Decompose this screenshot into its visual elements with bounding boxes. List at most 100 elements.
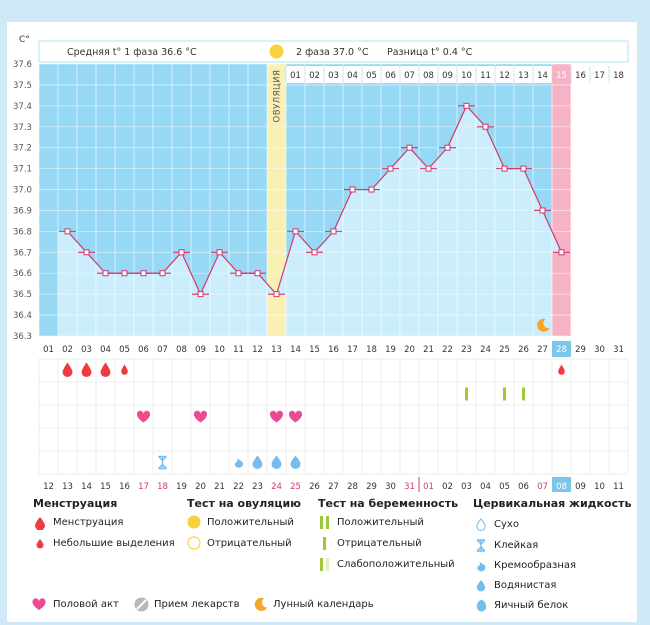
date-label: 09 — [575, 482, 586, 492]
date-label: 05 — [499, 482, 510, 492]
pregnancy-test-marker — [503, 387, 506, 401]
temperature-point — [311, 249, 318, 256]
cycle-day-label: 23 — [461, 345, 472, 355]
temperature-point — [197, 291, 204, 298]
ovulation-negative-icon — [187, 536, 201, 550]
temperature-area — [58, 105, 571, 336]
date-label: 29 — [366, 482, 377, 492]
cycle-day-label: 11 — [233, 345, 244, 355]
date-label: 02 — [442, 482, 453, 492]
date-label: 31 — [404, 482, 415, 492]
cycle-day-label: 18 — [366, 345, 377, 355]
cycle-day-label: 13 — [271, 345, 282, 355]
cycle-day-label: 01 — [43, 345, 54, 355]
cycle-day-label: 31 — [613, 345, 624, 355]
date-label: 22 — [233, 482, 244, 492]
temperature-point — [140, 270, 147, 277]
dpo-highlight-cell — [552, 66, 571, 83]
date-label: 07 — [537, 482, 548, 492]
y-tick-label: 37.0 — [13, 186, 32, 196]
menstruation-drop-icon — [35, 517, 45, 530]
temperature-point — [235, 270, 242, 277]
date-label: 17 — [138, 482, 149, 492]
medication-pill-icon — [134, 597, 149, 612]
legend-pregnancy-positive: Положительный — [337, 517, 424, 528]
y-tick-label: 36.5 — [13, 290, 32, 300]
chart-grid — [38, 63, 629, 337]
dpo-label: 03 — [328, 71, 339, 81]
legend-ovulation-negative: Отрицательный — [207, 538, 292, 549]
cycle-day-label: 05 — [119, 345, 130, 355]
cycle-day-label: 26 — [518, 345, 529, 355]
cervical-eggwhite-icon — [476, 600, 487, 612]
menstruation-marker — [62, 362, 73, 377]
date-label: 01 — [423, 482, 434, 492]
legend-cervical-dry: Сухо — [494, 519, 519, 530]
temperature-point — [501, 165, 508, 172]
cycle-day-label: 02 — [62, 345, 73, 355]
cycle-day-label: 28 — [556, 345, 567, 355]
legend-spotting-item: Небольшие выделения — [53, 538, 175, 549]
temperature-point — [273, 291, 280, 298]
temperature-point — [539, 207, 546, 214]
header-strip — [38, 40, 629, 63]
y-tick-label: 36.4 — [13, 311, 32, 321]
cycle-day-label: 20 — [404, 345, 415, 355]
dpo-label: 15 — [556, 71, 567, 81]
temperature-point — [520, 165, 527, 172]
y-tick-label: 37.5 — [13, 81, 32, 91]
ovulation-sun-icon — [269, 44, 284, 59]
pregnancy-test-marker — [465, 387, 468, 401]
temperature-point — [425, 165, 432, 172]
legend-pregnancy-negative: Отрицательный — [337, 538, 422, 549]
cycle-day-label: 17 — [347, 345, 358, 355]
temperature-point — [463, 102, 470, 109]
temperature-point — [121, 270, 128, 277]
temperature-point — [482, 123, 489, 130]
intercourse-marker — [193, 410, 208, 423]
dpo-label: 14 — [537, 71, 548, 81]
legend-cervical-creamy: Кремообразная — [494, 560, 577, 571]
date-label: 19 — [176, 482, 187, 492]
intercourse-marker — [269, 410, 284, 423]
dpo-label: 12 — [499, 71, 510, 81]
legend-pregnancy-faint: Слабоположительный — [337, 559, 455, 570]
bbt-chart: C° 37.6 37.5 37.4 37.3 37.2 37.1 37.0 36.9 36.8 36… — [13, 35, 629, 492]
cycle-day-label: 09 — [195, 345, 206, 355]
temperature-point — [330, 228, 337, 235]
moon-marker — [537, 318, 550, 332]
legend-menstruation-title: Менструация — [33, 497, 118, 510]
cycle-day-label: 19 — [385, 345, 396, 355]
legend-ovulation-test-title: Тест на овуляцию — [187, 497, 301, 510]
ovulation-label: ОВУЛЯЦИЯ — [273, 70, 283, 123]
watery-fluid-marker — [290, 455, 301, 469]
legend-intercourse: Половой акт — [53, 599, 119, 610]
date-label: 03 — [461, 482, 472, 492]
legend-ovulation-positive: Положительный — [207, 517, 294, 528]
legend-cervical-sticky: Клейкая — [494, 540, 539, 551]
intercourse-marker — [136, 410, 151, 423]
date-label: 16 — [119, 482, 130, 492]
dpo-label: 01 — [290, 71, 301, 81]
y-tick-label: 36.6 — [13, 269, 32, 279]
pregnancy-positive-icon — [320, 516, 329, 529]
cycle-day-label: 14 — [290, 345, 301, 355]
pregnancy-negative-icon — [323, 537, 326, 550]
cervical-sticky-icon — [476, 539, 486, 552]
y-tick-label: 36.9 — [13, 206, 32, 216]
date-highlight — [552, 477, 571, 492]
dpo-label: 04 — [347, 71, 358, 81]
temperature-point — [159, 270, 166, 277]
legend-pregnancy-test-title: Тест на беременность — [318, 497, 459, 510]
y-tick-label: 37.2 — [13, 144, 32, 154]
header-phase2: 2 фаза 37.0 °C — [296, 47, 369, 58]
cervical-dry-icon — [476, 518, 486, 531]
legend-cervical-eggwhite: Яичный белок — [494, 600, 569, 611]
cycle-day-label: 27 — [537, 345, 548, 355]
dpo-label: 16 — [575, 71, 586, 81]
legend-menstruation-item: Менструация — [53, 517, 124, 528]
cycle-day-label: 08 — [176, 345, 187, 355]
dpo-label: 17 — [594, 71, 605, 81]
dpo-label: 18 — [613, 71, 624, 81]
cycle-day-label: 03 — [81, 345, 92, 355]
